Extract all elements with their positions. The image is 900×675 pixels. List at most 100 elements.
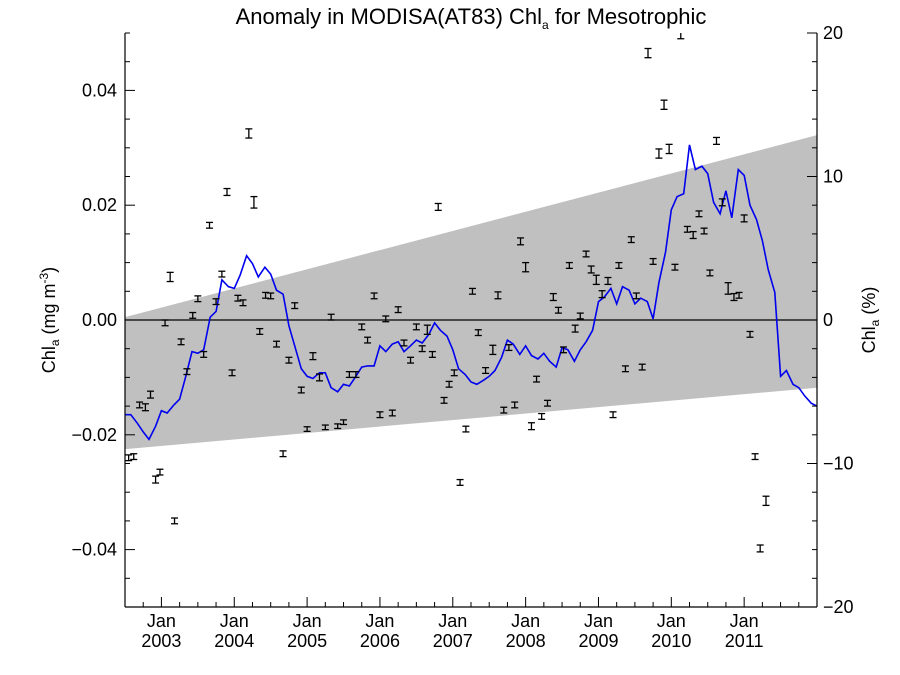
data-point: [194, 295, 202, 303]
data-point: [456, 478, 464, 486]
data-point: [718, 198, 726, 207]
data-point: [327, 313, 335, 321]
data-point: [400, 339, 408, 347]
y-right-tick-label: −10: [823, 454, 854, 474]
data-point: [638, 363, 646, 371]
uncertainty-band: [125, 135, 817, 450]
ticks-layer: 0.040.020.00−0.02−0.0420100−10−20Jan2003…: [71, 23, 853, 651]
data-point: [565, 261, 573, 269]
x-tick-label-month: Jan: [584, 611, 613, 631]
data-point: [700, 227, 708, 235]
x-tick-label-month: Jan: [220, 611, 249, 631]
data-point: [285, 356, 293, 364]
y-right-tick-label: −20: [823, 597, 854, 617]
data-point: [279, 450, 287, 458]
data-point: [582, 250, 590, 258]
data-point: [418, 345, 426, 353]
data-point: [440, 396, 448, 404]
data-point: [751, 453, 759, 461]
y-left-tick-label: 0.00: [82, 310, 117, 330]
data-point: [655, 148, 663, 159]
data-point: [538, 412, 546, 420]
data-point: [740, 214, 748, 223]
smoothed-anomaly-line: [125, 144, 817, 441]
data-point: [762, 495, 770, 507]
data-point: [712, 136, 720, 146]
data-point: [171, 517, 179, 525]
data-point: [598, 290, 606, 299]
chart-title-main: Anomaly in MODISA(AT83) Chl: [236, 4, 542, 29]
y-axis-left-label: Chla (mg m-3): [37, 267, 62, 373]
data-point: [527, 422, 535, 431]
data-point: [474, 329, 482, 337]
x-tick-label-month: Jan: [293, 611, 322, 631]
x-tick-label-year: 2003: [141, 631, 181, 651]
data-point: [428, 350, 436, 358]
x-tick-label-year: 2011: [725, 631, 764, 651]
data-point: [462, 425, 470, 433]
data-point: [309, 352, 317, 361]
data-point: [156, 468, 164, 476]
data-point: [267, 292, 275, 300]
data-point: [177, 338, 185, 346]
data-point: [450, 369, 458, 377]
data-point: [228, 369, 236, 377]
data-point: [689, 230, 697, 240]
data-point: [746, 330, 754, 338]
data-point: [321, 424, 329, 431]
x-tick-label-year: 2008: [506, 631, 546, 651]
data-point: [239, 299, 247, 307]
data-point: [587, 265, 595, 274]
x-tick-label-year: 2009: [578, 631, 618, 651]
data-point: [735, 291, 743, 299]
data-point: [273, 340, 281, 348]
data-point: [615, 261, 623, 269]
data-point: [141, 403, 149, 412]
data-point: [423, 324, 431, 336]
data-point: [394, 306, 402, 314]
data-point: [340, 419, 348, 426]
data-point: [505, 344, 513, 352]
data-point: [245, 128, 253, 139]
y-right-tick-label: 0: [823, 310, 833, 330]
data-point: [554, 306, 562, 314]
data-point: [303, 426, 311, 433]
data-point: [730, 292, 738, 302]
data-point: [297, 386, 305, 394]
x-tick-label-month: Jan: [657, 611, 686, 631]
data-point: [212, 298, 220, 306]
data-point: [621, 365, 629, 373]
x-tick-label-month: Jan: [147, 611, 176, 631]
data-point: [388, 409, 396, 417]
data-point: [489, 344, 497, 356]
data-point: [632, 292, 640, 300]
chart-title: Anomaly in MODISA(AT83) Chla for Mesotro…: [236, 4, 707, 32]
x-tick-label-year: 2010: [651, 631, 691, 651]
data-point: [665, 143, 673, 155]
data-point: [358, 323, 366, 331]
x-tick-label-year: 2005: [287, 631, 327, 651]
data-point: [256, 327, 264, 336]
smoothed-line-layer: [125, 144, 817, 441]
data-point: [183, 368, 191, 376]
uncertainty-band-layer: [125, 135, 817, 450]
data-point: [644, 47, 652, 59]
data-point: [677, 33, 685, 40]
data-point: [161, 319, 169, 327]
x-tick-label-month: Jan: [730, 611, 759, 631]
data-point: [223, 187, 231, 197]
data-point: [200, 350, 208, 358]
data-point: [494, 291, 502, 300]
data-point: [130, 453, 138, 461]
data-point: [125, 454, 133, 462]
data-point: [576, 312, 584, 320]
data-point: [370, 292, 378, 300]
data-point: [671, 263, 679, 271]
data-point: [205, 221, 213, 229]
data-point: [315, 373, 323, 382]
data-point: [560, 346, 568, 354]
data-point: [533, 375, 541, 383]
data-point: [592, 274, 600, 286]
data-point: [649, 257, 657, 265]
y-axis-right-label: Chla (%): [859, 287, 882, 354]
